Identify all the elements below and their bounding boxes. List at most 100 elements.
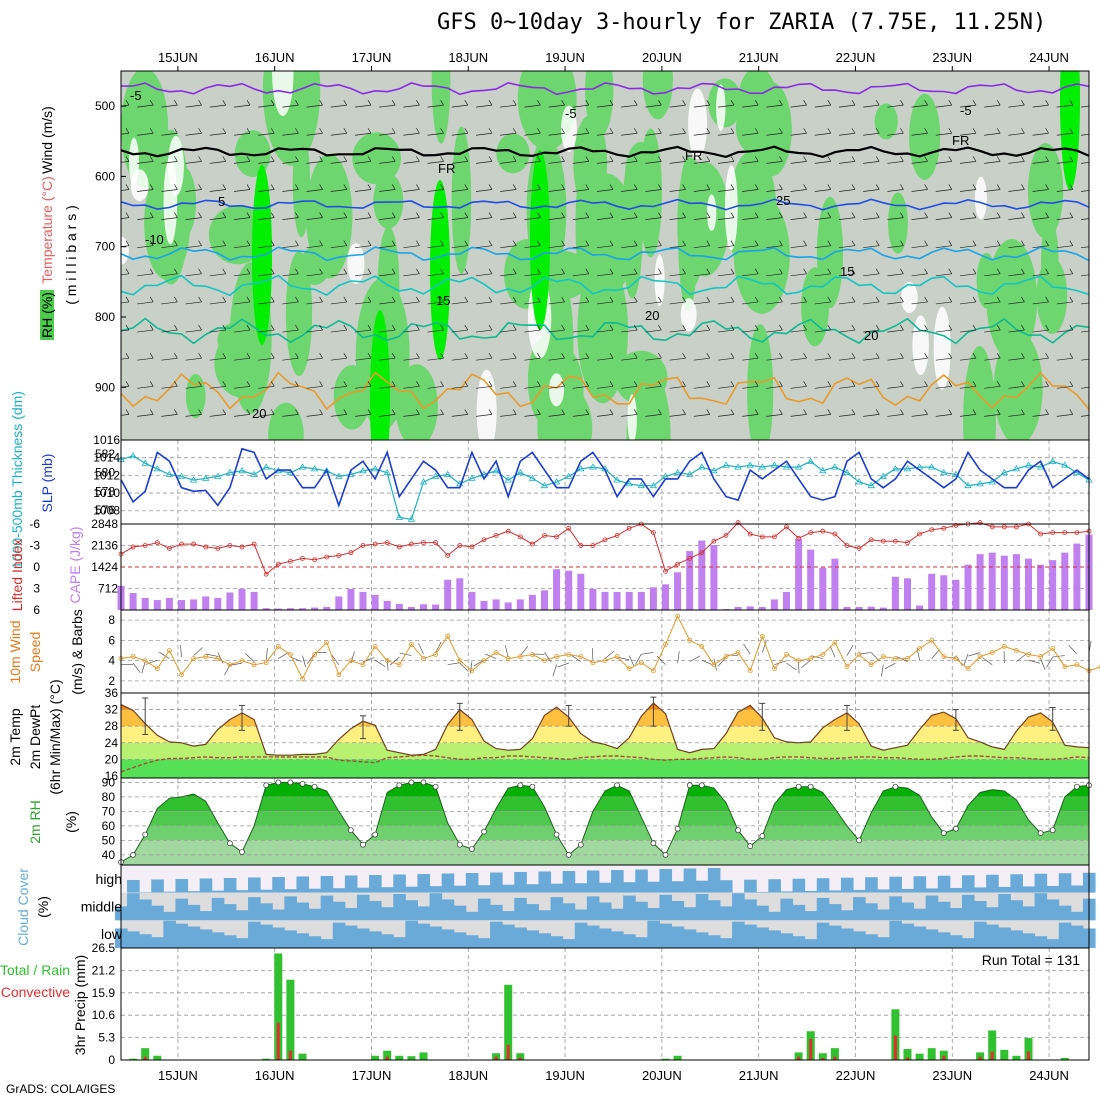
cape-bar: [141, 597, 149, 610]
ua-temp-label: Temperature (°C): [39, 176, 55, 284]
wind-barb-flag: [827, 184, 832, 190]
cloud-cover-cell: [623, 882, 636, 893]
cloud-cover-cell: [381, 934, 394, 948]
wind-barb: [354, 357, 372, 361]
wind-barb-flag: [924, 156, 928, 162]
rh-moist-region: [577, 257, 629, 404]
wind-barb: [621, 132, 638, 136]
rh-point: [856, 837, 862, 844]
thickness-point: [976, 480, 984, 487]
wind-speed-point: [965, 666, 971, 672]
cloud-cover-cell: [429, 926, 443, 948]
cloud-cover-cell: [1046, 939, 1060, 948]
rh-moist-region: [816, 196, 844, 309]
wind-speed-point: [493, 650, 499, 655]
wind-barb-10m: [459, 662, 469, 672]
wind-barb: [1008, 385, 1025, 389]
wind-barb-flag: [416, 296, 420, 303]
wind-barb-flag: [295, 128, 299, 134]
wind-barb: [354, 132, 372, 136]
rh-point: [142, 831, 149, 838]
wind-barb: [121, 132, 130, 135]
wind-barb-flag: [900, 99, 904, 106]
cape-bar: [1037, 564, 1045, 610]
wind-barb-flag: [1021, 240, 1025, 246]
wind-speed-point: [554, 654, 559, 659]
wind-barb: [282, 104, 299, 108]
wind-barb-flag: [198, 128, 202, 134]
wind-barb-flag: [416, 212, 420, 218]
wind-barb-10m: [701, 659, 713, 666]
thickness-point: [988, 478, 996, 485]
wind-barb-flag: [658, 156, 662, 162]
cape-bar: [541, 590, 548, 610]
cloud-cover-cell: [901, 888, 915, 893]
wind-barb-flag: [319, 212, 323, 218]
cape-bar: [178, 600, 185, 610]
cloud-cover-cell: [586, 870, 600, 893]
wind-barb-flag: [585, 268, 590, 275]
wind-barb-flag: [730, 212, 735, 218]
wind-barb-flag: [779, 324, 783, 331]
wind-barb: [1032, 385, 1049, 389]
wind-barb-flag: [488, 324, 493, 331]
wind-barb-flag: [246, 128, 251, 134]
cloud-cover-cell: [405, 920, 418, 948]
wind-barb-flag: [706, 268, 711, 275]
cape-bar: [347, 588, 355, 610]
wind-barb-flag: [948, 184, 953, 190]
wind-barb-flag: [730, 268, 735, 275]
thickness-point: [419, 478, 428, 485]
wind-barb: [1080, 302, 1089, 305]
thickness-point: [165, 470, 174, 477]
wind-barb-10m: [811, 655, 823, 659]
wind-barb-flag: [125, 352, 130, 359]
wind-barb-flag: [585, 184, 590, 190]
wind-barb-10m: [774, 660, 786, 665]
wind-barb: [621, 273, 638, 277]
wind-barb: [306, 217, 323, 220]
wind-barb-flag: [512, 184, 517, 190]
wind-barb-10m: [278, 652, 289, 659]
cloud-cover-cell: [417, 873, 431, 893]
wind-barb-flag: [1021, 99, 1025, 106]
wind-barb: [596, 329, 614, 333]
precip-total-bar: [395, 1055, 404, 1060]
wind-barb-flag: [827, 240, 832, 246]
li-point: [384, 540, 390, 546]
cloud-row-label: low: [101, 926, 123, 942]
thickness-point: [153, 465, 162, 472]
wind-barb: [354, 273, 372, 277]
wind-barb-flag: [1069, 352, 1074, 359]
wind-barb-flag: [851, 296, 856, 303]
cloud-cover-cell: [635, 901, 648, 921]
cloud-cover-cell: [550, 883, 564, 893]
wind-barb-flag: [319, 156, 323, 162]
wind-barb-flag: [367, 296, 372, 303]
precip-conv-bar: [906, 1057, 909, 1060]
precip-tick-label: 21.2: [92, 963, 116, 977]
wind-barb-flag: [803, 268, 807, 275]
wind-barb: [475, 329, 493, 333]
cloud-cover-cell: [332, 901, 346, 921]
wind-barb-flag: [682, 99, 686, 106]
wind-barb-10m: [884, 662, 896, 670]
cloud-cover-cell: [623, 934, 636, 948]
wind-barb-flag: [416, 128, 420, 134]
rh-moist-region: [727, 150, 777, 281]
wind-barb-10m: [635, 653, 642, 665]
wind-barb-flag: [706, 212, 711, 218]
wind-speed-point: [384, 658, 390, 664]
wind-barb-flag: [996, 352, 1001, 359]
wind-barb-flag: [1094, 241, 1097, 246]
wind-barb-flag: [827, 324, 832, 331]
wind-barb: [742, 104, 759, 108]
cloud-cover-cell: [671, 881, 685, 893]
wind-barb-flag: [851, 268, 856, 275]
wind-barb: [984, 161, 1001, 164]
wind-barb: [548, 161, 565, 164]
cloud-cover-cell: [586, 896, 600, 921]
wind-tick-label: 2: [108, 674, 115, 688]
precip-conv-bar: [494, 1056, 498, 1060]
wind-barb-flag: [875, 409, 880, 415]
